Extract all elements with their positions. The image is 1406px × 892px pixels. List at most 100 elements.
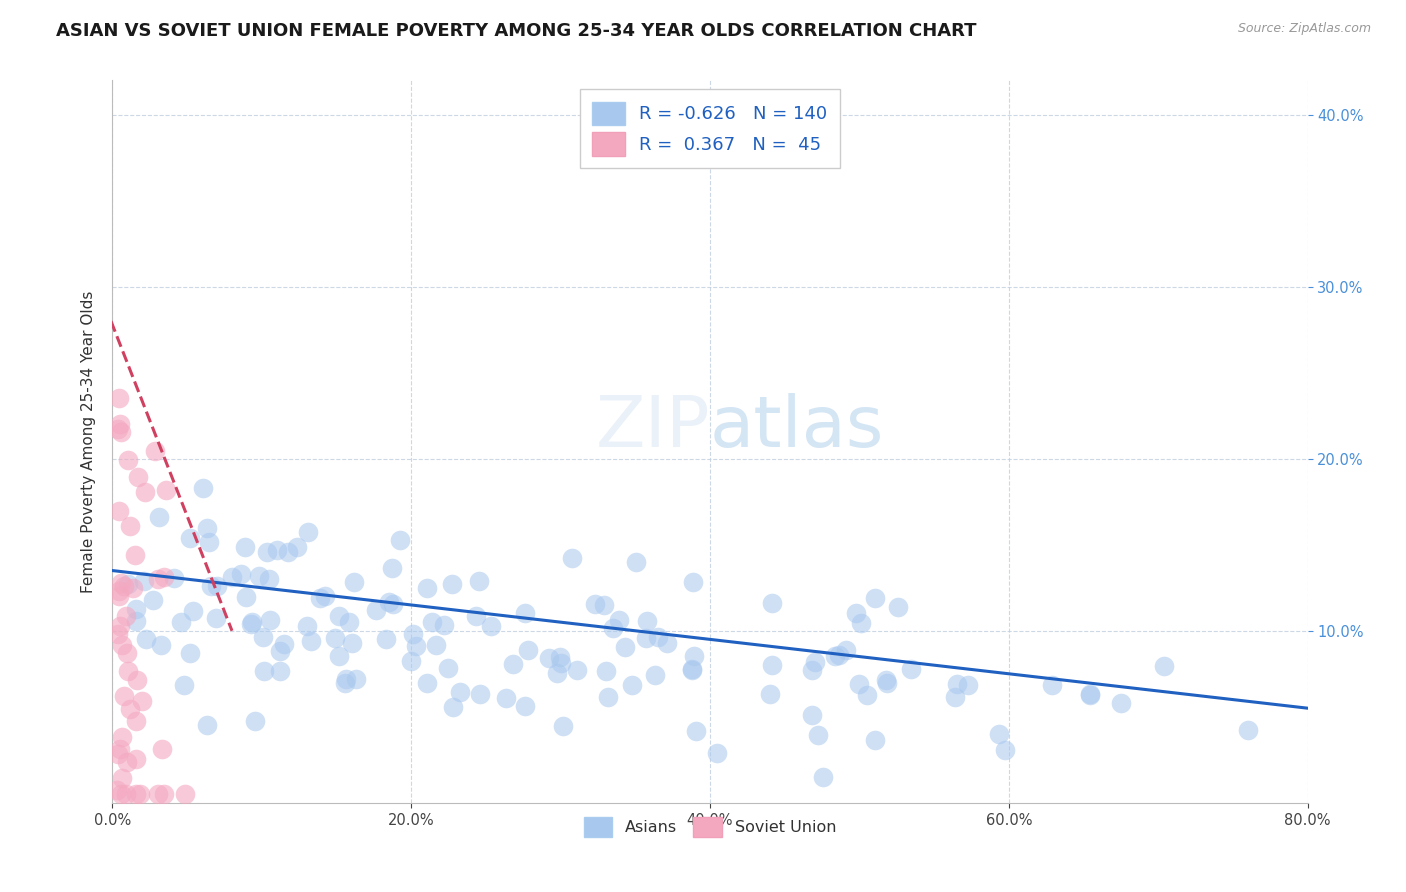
Text: atlas: atlas: [710, 392, 884, 461]
Point: [550, 656, 572, 670]
Point: [900, 662, 922, 676]
Point: [132, 574, 155, 588]
Point: [811, 770, 834, 784]
Point: [657, 636, 679, 650]
Point: [115, 646, 138, 660]
Point: [994, 743, 1017, 757]
Point: [107, 589, 129, 603]
Point: [449, 685, 471, 699]
Point: [495, 690, 517, 705]
Point: [252, 630, 274, 644]
Point: [620, 678, 643, 692]
Point: [863, 591, 886, 606]
Point: [465, 609, 488, 624]
Point: [946, 676, 969, 690]
Point: [299, 633, 322, 648]
Point: [181, 604, 204, 618]
Point: [108, 504, 131, 518]
Point: [548, 650, 571, 665]
Point: [269, 644, 291, 658]
Point: [956, 678, 979, 692]
Point: [405, 640, 427, 654]
Point: [114, 608, 136, 623]
Point: [256, 544, 278, 558]
Point: [333, 676, 356, 690]
Point: [297, 619, 319, 633]
Point: [124, 714, 146, 728]
Point: [163, 572, 186, 586]
Point: [647, 630, 669, 644]
Point: [173, 678, 195, 692]
Point: [440, 577, 463, 591]
Point: [117, 664, 139, 678]
Point: [761, 658, 783, 673]
Point: [502, 657, 524, 671]
Point: [107, 747, 129, 762]
Point: [122, 582, 145, 596]
Point: [273, 637, 295, 651]
Point: [706, 746, 728, 760]
Point: [800, 663, 823, 677]
Point: [681, 663, 703, 677]
Point: [145, 444, 167, 458]
Point: [142, 593, 165, 607]
Point: [470, 687, 492, 701]
Point: [845, 606, 868, 620]
Point: [827, 648, 849, 663]
Point: [328, 608, 350, 623]
Point: [592, 598, 614, 612]
Point: [595, 664, 617, 678]
Point: [111, 771, 134, 785]
Point: [120, 519, 142, 533]
Point: [425, 639, 447, 653]
Point: [378, 595, 401, 609]
Point: [416, 581, 439, 595]
Point: [553, 719, 575, 733]
Point: [266, 543, 288, 558]
Point: [467, 574, 489, 588]
Point: [415, 676, 437, 690]
Point: [257, 572, 280, 586]
Point: [546, 666, 568, 681]
Point: [127, 470, 149, 484]
Point: [197, 521, 219, 535]
Point: [685, 724, 707, 739]
Point: [943, 690, 966, 705]
Point: [375, 632, 398, 646]
Point: [328, 648, 350, 663]
Point: [150, 742, 173, 756]
Point: [110, 619, 132, 633]
Point: [112, 689, 135, 703]
Point: [124, 601, 146, 615]
Point: [583, 597, 606, 611]
Point: [112, 579, 135, 593]
Point: [1078, 688, 1101, 702]
Point: [614, 640, 637, 655]
Point: [153, 570, 176, 584]
Point: [128, 787, 150, 801]
Point: [111, 730, 134, 744]
Point: [863, 732, 886, 747]
Point: [170, 615, 193, 629]
Point: [269, 665, 291, 679]
Point: [567, 663, 589, 677]
Point: [433, 618, 456, 632]
Point: [108, 392, 131, 406]
Point: [849, 615, 872, 630]
Point: [197, 718, 219, 732]
Point: [422, 615, 444, 629]
Point: [108, 417, 131, 431]
Point: [513, 698, 536, 713]
Point: [602, 621, 624, 635]
Point: [607, 613, 630, 627]
Point: [125, 614, 148, 628]
Point: [146, 787, 169, 801]
Point: [125, 673, 148, 687]
Point: [259, 613, 281, 627]
Point: [636, 614, 658, 628]
Point: [110, 787, 132, 801]
Point: [337, 615, 360, 629]
Point: [179, 531, 201, 545]
Text: Source: ZipAtlas.com: Source: ZipAtlas.com: [1237, 22, 1371, 36]
Point: [1153, 659, 1175, 673]
